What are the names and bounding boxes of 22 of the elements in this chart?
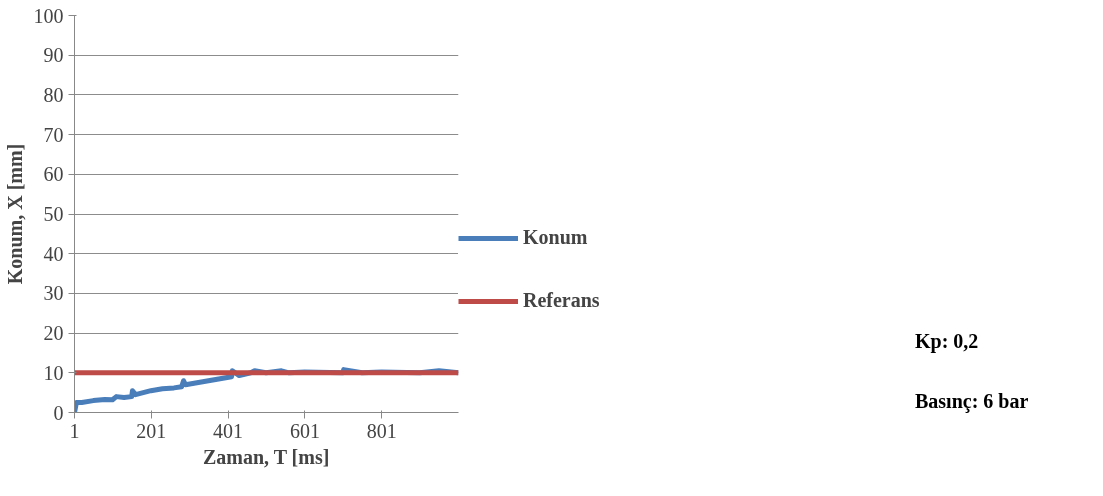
x-tick-label: 601 (289, 419, 320, 442)
y-tick-label: 40 (43, 242, 64, 265)
y-tick-label: 80 (43, 83, 64, 106)
y-tick-label: 10 (43, 361, 64, 384)
y-tick-label: 60 (43, 163, 64, 186)
y-tick-label: 70 (43, 123, 64, 146)
legend-label: Referans (523, 289, 600, 312)
x-tick-label: 201 (136, 419, 167, 442)
y-tick-label: 50 (43, 203, 64, 225)
y-tick-label: 0 (53, 401, 64, 424)
legend-label: Konum (523, 226, 588, 249)
x-tick-label: 1 (69, 419, 80, 442)
x-tick-label: 401 (213, 419, 244, 442)
x-axis-title: Zaman, T [ms] (202, 445, 330, 468)
text: Kp: 0,2 (915, 329, 979, 355)
y-tick-label: 90 (43, 44, 64, 67)
y-tick-label: 100 (33, 4, 64, 27)
y-tick-label: 30 (43, 282, 64, 305)
x-tick-label: 801 (366, 419, 397, 442)
y-axis-title: Konum, X [mm] (3, 143, 26, 285)
text: Basınç: 6 bar (915, 389, 1029, 415)
y-tick-label: 20 (43, 322, 64, 345)
